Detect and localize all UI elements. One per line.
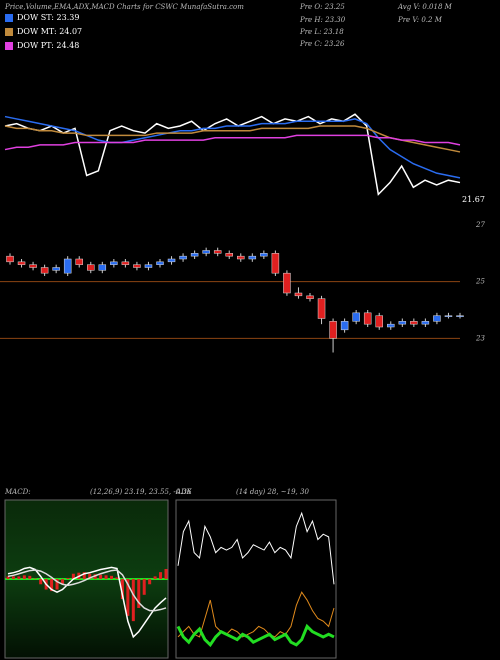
info: Pre C: 23.26 bbox=[299, 40, 345, 48]
legend-entry: DOW ST: 23.39 bbox=[17, 13, 79, 22]
candle-body bbox=[144, 264, 153, 268]
candle-body bbox=[433, 315, 441, 322]
candle-body bbox=[52, 267, 60, 271]
histogram-bar bbox=[6, 576, 10, 579]
macd-title: MACD: bbox=[4, 488, 31, 496]
histogram-bar bbox=[164, 568, 168, 579]
candle-body bbox=[202, 250, 210, 254]
candle-body bbox=[456, 315, 464, 317]
y-tick-label: 23 bbox=[475, 334, 485, 342]
candle-body bbox=[98, 264, 107, 271]
line-series bbox=[177, 591, 335, 638]
histogram-bar bbox=[126, 579, 130, 616]
histogram-bar bbox=[71, 573, 75, 579]
histogram-bar bbox=[88, 573, 92, 579]
info: Pre H: 23.30 bbox=[299, 16, 346, 24]
histogram-bar bbox=[131, 579, 135, 622]
histogram-bar bbox=[60, 579, 64, 585]
candle-body bbox=[121, 261, 130, 265]
candle-body bbox=[248, 255, 257, 260]
histogram-bar bbox=[17, 576, 21, 579]
line-series bbox=[7, 569, 167, 612]
histogram-bar bbox=[55, 579, 59, 590]
histogram-bar bbox=[120, 579, 124, 600]
candle-body bbox=[225, 253, 233, 257]
candle-body bbox=[190, 253, 199, 257]
histogram-bar bbox=[28, 575, 32, 579]
candle-body bbox=[40, 267, 49, 274]
histogram-bar bbox=[33, 578, 37, 579]
legend-swatch bbox=[5, 14, 13, 22]
info: Pre O: 23.25 bbox=[299, 3, 345, 11]
line-series bbox=[7, 566, 167, 639]
candle-body bbox=[271, 253, 280, 274]
legend-swatch bbox=[5, 42, 13, 50]
candle-body bbox=[179, 255, 187, 260]
candle-body bbox=[6, 255, 14, 263]
line-series bbox=[4, 125, 461, 153]
adx-title: ADX bbox=[175, 488, 193, 496]
candle-body bbox=[213, 250, 222, 254]
candle-body bbox=[63, 258, 72, 274]
macd-params: (12,26,9) 23.19, 23.55, -0.36 bbox=[90, 488, 192, 496]
legend-entry: DOW MT: 24.07 bbox=[17, 27, 82, 36]
histogram-bar bbox=[50, 579, 54, 592]
candle-body bbox=[306, 295, 314, 299]
line-series bbox=[4, 134, 461, 151]
y-tick-label: 25 bbox=[475, 278, 485, 286]
y-tick-label: 27 bbox=[475, 221, 485, 229]
candle-body bbox=[398, 321, 407, 325]
candle-body bbox=[363, 312, 372, 325]
candle-body bbox=[294, 292, 303, 297]
candle-body bbox=[75, 258, 83, 265]
histogram-bar bbox=[137, 579, 141, 608]
candle-body bbox=[352, 312, 360, 322]
info: Pre V: 0.2 M bbox=[397, 16, 443, 24]
price-annotation: 21.67 bbox=[462, 195, 485, 204]
candle-body bbox=[444, 315, 453, 317]
candle-body bbox=[387, 323, 395, 328]
candle-body bbox=[87, 264, 95, 271]
histogram-bar bbox=[110, 575, 114, 579]
histogram-bar bbox=[142, 579, 146, 595]
histogram-bar bbox=[153, 576, 157, 579]
info: Pre L: 23.18 bbox=[299, 28, 344, 36]
candle-body bbox=[167, 258, 176, 263]
candle-body bbox=[237, 255, 245, 260]
histogram-bar bbox=[11, 576, 15, 579]
candle-body bbox=[317, 298, 326, 319]
candle-body bbox=[410, 321, 418, 325]
candle-body bbox=[375, 315, 383, 328]
line-series bbox=[4, 113, 461, 196]
candle-body bbox=[110, 261, 118, 265]
adx-params: (14 day) 28, ~19, 30 bbox=[236, 488, 309, 496]
candle-body bbox=[329, 321, 337, 339]
candle-body bbox=[156, 261, 164, 265]
histogram-bar bbox=[82, 572, 86, 579]
line-series bbox=[4, 115, 461, 179]
candle-body bbox=[340, 321, 349, 331]
line-series bbox=[177, 511, 335, 585]
candle-body bbox=[421, 321, 430, 325]
histogram-bar bbox=[99, 574, 103, 579]
candle-body bbox=[260, 253, 268, 257]
histogram-bar bbox=[66, 577, 70, 579]
info: Avg V: 0.018 M bbox=[397, 3, 453, 11]
candle-body bbox=[17, 261, 26, 265]
legend-swatch bbox=[5, 28, 13, 36]
histogram-bar bbox=[115, 577, 119, 579]
histogram-bar bbox=[22, 575, 26, 579]
histogram-bar bbox=[104, 575, 108, 579]
histogram-bar bbox=[39, 579, 43, 585]
candle-body bbox=[283, 272, 291, 294]
histogram-bar bbox=[159, 572, 163, 579]
page-title: Price,Volume,EMA,ADX,MACD Charts for CSW… bbox=[4, 3, 244, 11]
candle-body bbox=[29, 264, 37, 268]
histogram-bar bbox=[148, 579, 152, 585]
candle-body bbox=[133, 264, 141, 268]
line-series bbox=[176, 623, 335, 648]
legend-entry: DOW PT: 24.48 bbox=[17, 41, 79, 50]
